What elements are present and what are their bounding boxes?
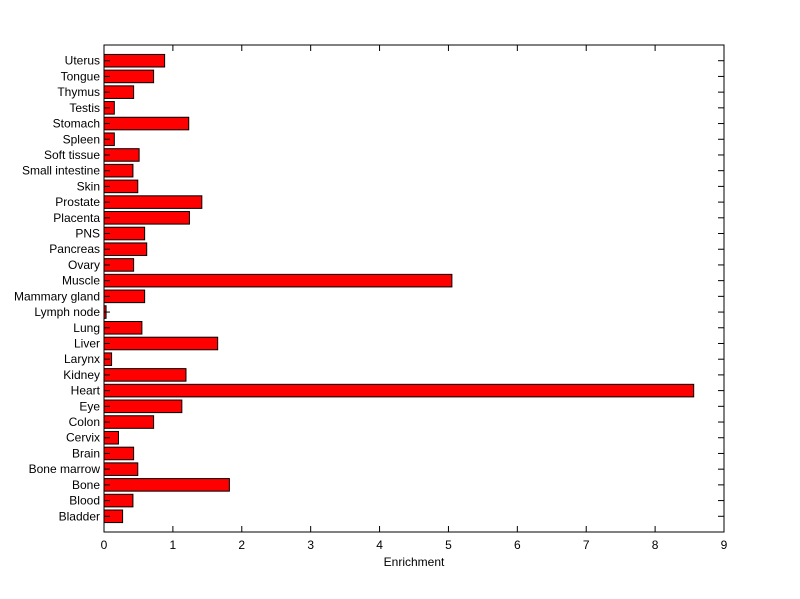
bar-muscle [103, 273, 453, 288]
y-tick-label: Stomach [53, 117, 100, 131]
x-ticks-group: 0 1 2 3 4 5 6 7 8 9 [101, 45, 728, 552]
bar-mammary-gland [103, 289, 146, 304]
y-tick-label: Blood [69, 494, 100, 508]
x-tick-label: 4 [376, 538, 383, 552]
bar-tongue [103, 69, 155, 84]
bar-prostate [103, 195, 203, 209]
bar-liver [103, 336, 219, 351]
x-tick-label: 6 [514, 538, 521, 552]
x-tick-label: 5 [445, 538, 452, 552]
y-tick-label: Larynx [64, 352, 100, 366]
y-tick-label: Tongue [61, 69, 101, 83]
y-tick-label: Small intestine [22, 164, 100, 178]
y-tick-label: PNS [75, 227, 100, 241]
y-tick-label: Lymph node [34, 305, 100, 319]
y-tick-label: Placenta [53, 211, 100, 225]
bar-colon [103, 415, 155, 429]
y-tick-label: Testis [69, 101, 100, 115]
y-tick-label: Spleen [63, 132, 100, 146]
bar-pancreas [103, 242, 148, 257]
y-tick-label: Kidney [63, 368, 100, 382]
y-tick-label: Bladder [59, 509, 100, 523]
bar-bone [103, 478, 230, 492]
x-tick-label: 7 [583, 538, 590, 552]
y-tick-label: Prostate [55, 195, 100, 209]
x-tick-label: 8 [652, 538, 659, 552]
y-tick-label: Bone [72, 478, 100, 492]
y-tick-label: Muscle [62, 274, 100, 288]
y-tick-label: Eye [79, 399, 100, 413]
x-tick-label: 3 [307, 538, 314, 552]
y-tick-label: Mammary gland [14, 289, 100, 303]
x-tick-label: 1 [170, 538, 177, 552]
y-tick-label: Colon [69, 415, 100, 429]
y-tick-label: Liver [74, 336, 100, 350]
x-tick-label: 9 [721, 538, 728, 552]
y-tick-label: Cervix [66, 431, 100, 445]
plot-background [104, 45, 724, 532]
plot-frame [103, 44, 725, 533]
bar-uterus [103, 53, 166, 68]
y-tick-label: Ovary [68, 258, 100, 272]
y-tick-label: Soft tissue [44, 148, 100, 162]
bar-stomach [103, 116, 190, 131]
bar-heart [103, 383, 695, 398]
y-tick-label: Pancreas [49, 242, 100, 256]
y-tick-label: Heart [71, 384, 101, 398]
y-tick-label: Lung [73, 321, 100, 335]
bar-placenta [103, 211, 190, 225]
y-tick-label: Bone marrow [29, 462, 101, 476]
bar-kidney [103, 368, 187, 382]
y-tick-label: Skin [77, 179, 100, 193]
bar-eye [103, 399, 183, 414]
x-axis-title: Enrichment [384, 555, 445, 569]
y-tick-label: Uterus [65, 54, 100, 68]
y-tick-label: Brain [72, 446, 100, 460]
bar-pns [103, 226, 146, 241]
x-tick-label: 0 [101, 538, 108, 552]
y-tick-label: Thymus [57, 85, 100, 99]
x-tick-label: 2 [238, 538, 245, 552]
